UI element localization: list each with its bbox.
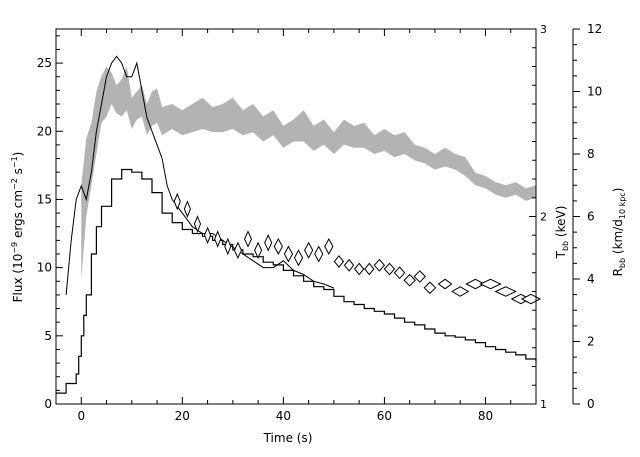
- radius-label-part: R: [611, 268, 625, 276]
- x-tick-label: 60: [377, 409, 392, 423]
- flux-label-part: Flux (10: [11, 254, 25, 303]
- x-tick-label: 80: [478, 409, 493, 423]
- temperature-diamond: [293, 249, 304, 267]
- flux-label-exponent: −2: [10, 178, 19, 190]
- temperature-diamond: [283, 245, 294, 263]
- x-axis-label: Time (s): [263, 431, 313, 445]
- temperature-diamond: [479, 278, 502, 290]
- temperature-diamond: [304, 241, 314, 259]
- temperature-label-part: (keV): [554, 206, 568, 241]
- radius-label-part: ): [611, 188, 625, 193]
- y-tick-label: 0: [44, 397, 52, 411]
- radius-tick-label: 8: [587, 147, 595, 161]
- temperature-diamond: [465, 278, 486, 290]
- temperature-diamond: [423, 281, 437, 295]
- flux-step-line: [56, 168, 537, 394]
- temperature-label-part: T: [554, 250, 568, 259]
- temperature-diamond: [353, 262, 365, 276]
- axis-ticks: [55, 28, 580, 405]
- temperature-tick-label: 1: [540, 398, 547, 411]
- y-axis-label-flux: Flux (10−9 ergs cm−2 s−1): [10, 152, 25, 303]
- flux-label-exponent: −9: [10, 242, 19, 254]
- y-tick-label: 10: [37, 261, 52, 275]
- plot-marks: [56, 55, 542, 394]
- temperature-diamond: [214, 230, 222, 248]
- temperature-diamond: [203, 226, 212, 245]
- temperature-diamond: [494, 286, 517, 297]
- y-tick-label: 15: [37, 192, 52, 206]
- radius-tick-label: 10: [587, 85, 602, 99]
- flux-label-part: ): [11, 152, 25, 157]
- temperature-diamond: [254, 241, 263, 259]
- y-tick-label: 25: [37, 56, 52, 70]
- radius-tick-label: 6: [587, 210, 595, 224]
- temperature-diamond: [264, 234, 273, 252]
- radius-tick-label: 2: [587, 335, 595, 349]
- x-tick-label: 0: [77, 409, 85, 423]
- temperature-diamond: [183, 200, 191, 218]
- radius-tick-label: 0: [587, 397, 595, 411]
- temperature-tick-label: 3: [540, 23, 547, 36]
- radius-band: [81, 66, 537, 279]
- radius-tick-label: 12: [587, 22, 602, 36]
- radius-label-part: (km/d: [611, 219, 625, 258]
- temperature-diamond: [451, 286, 470, 297]
- y-axis-label-radius: Rbb (km/d10 kpc): [611, 188, 627, 277]
- temperature-diamond: [324, 237, 334, 256]
- temperature-diamond: [393, 266, 406, 280]
- radius-tick-label: 4: [587, 272, 595, 286]
- radius-label-subscript: bb: [618, 258, 627, 268]
- y-tick-label: 20: [37, 124, 52, 138]
- temperature-diamond: [520, 293, 542, 305]
- temperature-diamond: [373, 258, 386, 272]
- temperature-diamond: [437, 278, 453, 290]
- temperature-diamond: [273, 237, 283, 256]
- temperature-diamond: [333, 255, 345, 268]
- x-tick-label: 20: [175, 409, 190, 423]
- x-tick-label: 40: [276, 409, 291, 423]
- flux-noisy-line: [65, 55, 335, 295]
- temperature-diamond: [224, 237, 232, 256]
- temperature-diamond: [314, 245, 324, 263]
- temperature-diamond: [383, 262, 396, 276]
- temperature-tick-label: 2: [540, 211, 547, 224]
- temperature-diamond: [233, 241, 242, 259]
- temperature-diamond: [243, 230, 253, 248]
- temperature-diamond: [343, 258, 355, 272]
- temperature-diamond: [173, 192, 181, 211]
- radius-label-subscript: 10 kpc: [618, 192, 627, 219]
- flux-label-exponent: −1: [10, 156, 19, 168]
- y-axis-label-temperature: Tbb (keV): [554, 206, 570, 260]
- temperature-diamond: [364, 262, 375, 276]
- temperature-diamond: [403, 273, 416, 287]
- temperature-label-subscript: bb: [561, 241, 570, 251]
- flux-label-part: s: [11, 168, 25, 178]
- flux-label-part: ergs cm: [11, 190, 25, 242]
- temperature-diamond: [413, 270, 427, 283]
- temperature-diamond: [193, 215, 202, 233]
- y-tick-label: 5: [44, 329, 52, 343]
